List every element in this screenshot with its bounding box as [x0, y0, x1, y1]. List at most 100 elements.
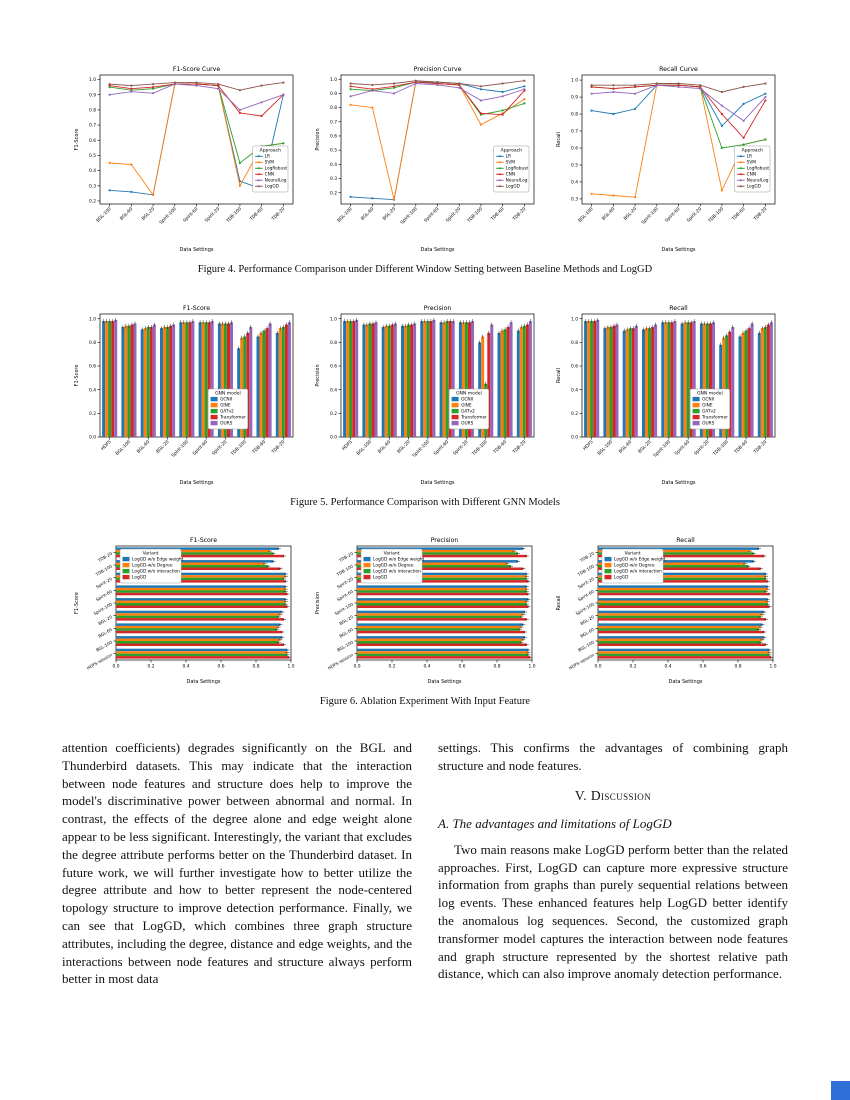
- svg-text:HDFS: HDFS: [99, 439, 112, 452]
- svg-text:Data Settings: Data Settings: [427, 679, 461, 685]
- svg-text:Spirit-20: Spirit-20: [444, 206, 462, 224]
- svg-text:0.6: 0.6: [571, 146, 578, 152]
- svg-text:0.6: 0.6: [330, 364, 337, 370]
- svg-text:0.7: 0.7: [89, 123, 96, 129]
- svg-text:Variant: Variant: [142, 551, 158, 557]
- svg-text:LogRobust: LogRobust: [264, 166, 287, 172]
- svg-text:Spirit-20: Spirit-20: [577, 576, 595, 589]
- svg-text:LogGD w/o interaction: LogGD w/o interaction: [132, 569, 180, 575]
- svg-text:TDB-100: TDB-100: [706, 206, 725, 225]
- svg-text:Transformer: Transformer: [219, 415, 246, 421]
- svg-text:TDB-100: TDB-100: [334, 563, 353, 577]
- svg-text:Spirit-60: Spirit-60: [432, 439, 450, 457]
- svg-text:LogGD: LogGD: [505, 184, 520, 190]
- svg-text:1.0: 1.0: [769, 664, 776, 670]
- svg-text:1.0: 1.0: [330, 316, 337, 322]
- svg-text:0.9: 0.9: [571, 95, 578, 101]
- svg-text:0.0: 0.0: [112, 664, 119, 670]
- svg-text:GINE: GINE: [461, 403, 472, 409]
- svg-text:0.2: 0.2: [629, 664, 636, 670]
- svg-text:TDB-100: TDB-100: [229, 439, 248, 458]
- fig6-f1-score-chart: 0.0 0.2 0.4 0.6 0.8 1.0 TDB-20 TDB-100 Spirit-20…: [69, 534, 299, 686]
- svg-text:BGL-100: BGL-100: [596, 439, 614, 457]
- svg-text:Spirit-100: Spirit-100: [652, 439, 672, 459]
- fig6-recall-chart: 0.0 0.2 0.4 0.6 0.8 1.0 TDB-20 TDB-100 Spirit-20…: [551, 534, 781, 686]
- svg-text:GCNII: GCNII: [220, 397, 232, 403]
- svg-text:Precision: Precision: [423, 305, 451, 312]
- svg-text:TDB-100: TDB-100: [711, 439, 730, 458]
- svg-text:HDFS-session: HDFS-session: [85, 652, 112, 671]
- svg-text:0.8: 0.8: [89, 108, 96, 114]
- svg-text:GNN model: GNN model: [215, 391, 241, 397]
- svg-text:F1-Score: F1-Score: [189, 537, 216, 544]
- svg-text:BGL-60: BGL-60: [97, 627, 113, 639]
- svg-text:SVM: SVM: [264, 160, 274, 166]
- svg-text:Recall: Recall: [556, 596, 562, 611]
- svg-text:0.0: 0.0: [89, 435, 96, 441]
- svg-text:LogGD: LogGD: [746, 184, 761, 190]
- svg-text:F1-Score: F1-Score: [74, 129, 80, 151]
- left-column: attention coefficients) degrades signifi…: [62, 739, 412, 992]
- svg-text:BGL-60: BGL-60: [338, 627, 354, 639]
- svg-text:0.3: 0.3: [571, 197, 578, 203]
- svg-text:BGL-100: BGL-100: [114, 439, 132, 457]
- svg-text:BGL-60: BGL-60: [600, 206, 616, 222]
- svg-text:0.6: 0.6: [217, 664, 224, 670]
- svg-text:TDB-100: TDB-100: [224, 206, 243, 225]
- svg-text:LogGD w/o interaction: LogGD w/o interaction: [614, 569, 662, 575]
- svg-text:0.4: 0.4: [89, 387, 96, 393]
- svg-text:LogRobust: LogRobust: [505, 166, 528, 172]
- svg-text:0.2: 0.2: [147, 664, 154, 670]
- svg-text:LogGD-w/o Degree: LogGD-w/o Degree: [132, 563, 173, 569]
- svg-text:Spirit-20: Spirit-20: [692, 439, 710, 457]
- svg-text:BGL-100: BGL-100: [336, 206, 354, 224]
- svg-text:BGL-20: BGL-20: [636, 439, 652, 455]
- svg-text:Spirit-60: Spirit-60: [95, 589, 113, 602]
- svg-text:BGL-100: BGL-100: [577, 639, 595, 652]
- svg-text:GATv2: GATv2: [461, 409, 475, 415]
- svg-text:0.6: 0.6: [458, 664, 465, 670]
- svg-text:0.8: 0.8: [734, 664, 741, 670]
- svg-text:BGL-20: BGL-20: [395, 439, 411, 455]
- svg-text:Spirit-20: Spirit-20: [203, 206, 221, 224]
- svg-text:0.0: 0.0: [330, 435, 337, 441]
- svg-text:BGL-20: BGL-20: [97, 614, 113, 626]
- right-column-paragraph-2: Two main reasons make LogGD perform bett…: [438, 841, 788, 982]
- svg-text:LogGD: LogGD: [132, 575, 147, 581]
- fig4-f1-score-chart: 0.2 0.3 0.4 0.5 0.6 0.7 0.8 0.9 1.0 BGL-100 BGL-60…: [69, 62, 299, 254]
- svg-text:0.4: 0.4: [330, 162, 337, 168]
- svg-text:Precision: Precision: [315, 364, 321, 386]
- svg-text:F1-Score: F1-Score: [74, 592, 80, 614]
- svg-text:BGL-60: BGL-60: [359, 206, 375, 222]
- figure4-caption: Figure 4. Performance Comparison under D…: [197, 264, 653, 275]
- svg-text:0.2: 0.2: [89, 199, 96, 205]
- body-text: attention coefficients) degrades signifi…: [0, 739, 850, 992]
- svg-text:Data Settings: Data Settings: [420, 247, 454, 253]
- svg-text:Approach: Approach: [741, 148, 763, 154]
- svg-text:BGL-60: BGL-60: [617, 439, 633, 455]
- svg-text:Transformer: Transformer: [460, 415, 487, 421]
- svg-text:TDB-100: TDB-100: [470, 439, 489, 458]
- svg-text:1.0: 1.0: [89, 77, 96, 83]
- svg-text:BGL-100: BGL-100: [95, 206, 113, 224]
- fig5-f1-score-chart: 0.0 0.2 0.4 0.6 0.8 1.0 HDFS BGL-100 BGL-60 BGL-2…: [69, 301, 299, 487]
- svg-text:BGL-20: BGL-20: [154, 439, 170, 455]
- svg-text:Spirit-20: Spirit-20: [95, 576, 113, 589]
- svg-text:LogGD-w/o Degree: LogGD-w/o Degree: [614, 563, 655, 569]
- svg-text:BGL-60: BGL-60: [118, 206, 134, 222]
- svg-text:0.9: 0.9: [330, 91, 337, 97]
- subsection-heading-advantages: A. The advantages and limitations of Log…: [438, 816, 672, 832]
- svg-text:0.8: 0.8: [330, 340, 337, 346]
- svg-text:TDB-60: TDB-60: [491, 439, 508, 456]
- svg-text:F1-Score Curve: F1-Score Curve: [172, 66, 219, 73]
- svg-text:HDFS: HDFS: [581, 439, 594, 452]
- svg-text:Transformer: Transformer: [701, 415, 728, 421]
- svg-text:SVM: SVM: [746, 160, 756, 166]
- svg-text:0.8: 0.8: [493, 664, 500, 670]
- svg-text:Recall: Recall: [556, 368, 562, 383]
- svg-text:Data Settings: Data Settings: [179, 247, 213, 253]
- svg-text:OURS: OURS: [461, 421, 474, 427]
- svg-text:Data Settings: Data Settings: [420, 480, 454, 486]
- svg-text:HDFS-session: HDFS-session: [326, 652, 353, 671]
